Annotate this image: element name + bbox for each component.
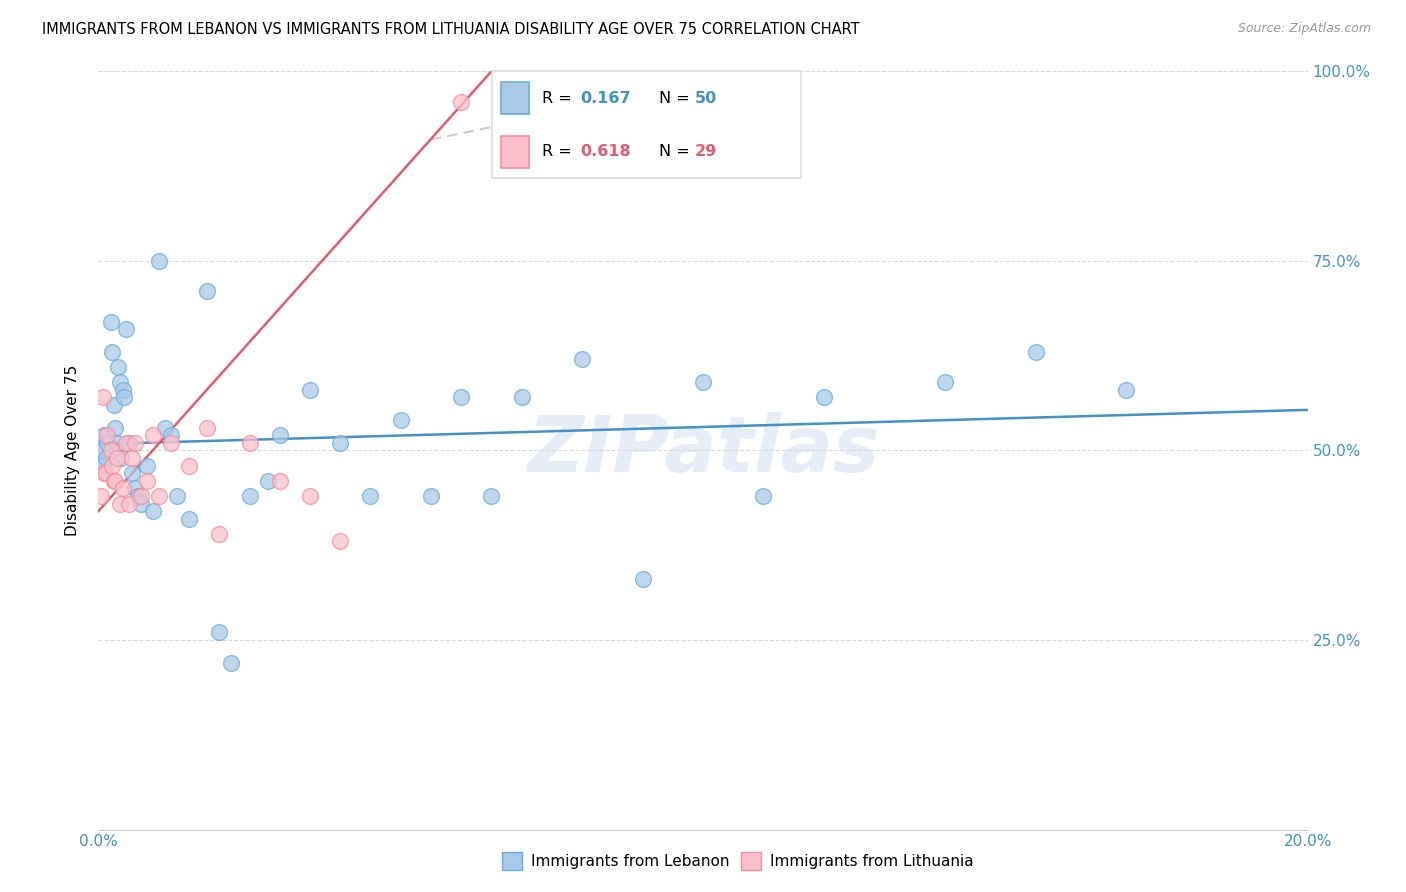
Point [510,391,533,405]
Point [160,436,183,450]
Point [135,474,157,488]
Text: Immigrants from Lebanon: Immigrants from Lebanon [531,855,730,869]
FancyBboxPatch shape [502,82,529,114]
Point [299,383,322,397]
Point [239,489,262,503]
Point [1024,344,1046,359]
Point [153,421,176,435]
Point [105,436,128,450]
Point [221,656,243,670]
Point [103,474,125,488]
Point [111,383,134,397]
Point [90,489,112,503]
Point [114,436,136,450]
Bar [741,853,761,871]
Text: R =: R = [541,91,576,105]
Point [160,428,183,442]
Point [752,489,775,503]
Point [481,489,503,503]
Point [269,428,291,442]
Point [93,466,115,480]
Point [269,474,291,488]
Point [91,391,114,405]
Text: 29: 29 [695,145,717,159]
Point [934,376,956,390]
Point [692,376,714,390]
Point [118,436,141,450]
Point [94,466,117,480]
Point [124,482,146,496]
Point [179,458,201,473]
Point [239,436,262,450]
Point [100,344,122,359]
Point [96,436,118,450]
Point [91,458,114,473]
Text: ZIPatlas: ZIPatlas [527,412,879,489]
Point [813,391,835,405]
FancyBboxPatch shape [492,71,801,178]
Point [329,534,352,549]
Point [450,391,472,405]
Point [90,443,112,458]
Point [420,489,443,503]
Point [148,489,170,503]
Point [96,428,118,442]
Point [108,496,131,510]
Point [121,466,143,480]
Text: 50: 50 [695,91,717,105]
Point [631,573,654,587]
Point [124,436,146,450]
Point [360,489,382,503]
Text: R =: R = [541,145,576,159]
Point [114,322,136,336]
Point [179,512,201,526]
Point [121,451,143,466]
Point [1115,383,1137,397]
Point [104,421,127,435]
Point [142,428,165,442]
Point [129,496,152,510]
Point [329,436,352,450]
Point [118,496,141,510]
Point [256,474,278,488]
Bar [502,853,522,871]
Point [105,451,128,466]
Point [299,489,322,503]
Text: N =: N = [659,91,695,105]
Point [100,315,122,329]
Text: 0.167: 0.167 [581,91,631,105]
Point [107,359,129,375]
FancyBboxPatch shape [502,136,529,168]
Text: Source: ZipAtlas.com: Source: ZipAtlas.com [1237,22,1371,36]
Point [135,458,157,473]
Point [93,428,115,442]
Text: N =: N = [659,145,695,159]
Point [148,253,170,268]
Point [166,489,188,503]
Point [450,95,472,109]
Point [108,376,131,390]
Point [571,352,593,367]
Point [195,285,218,299]
Point [111,482,134,496]
Point [100,458,122,473]
Text: IMMIGRANTS FROM LEBANON VS IMMIGRANTS FROM LITHUANIA DISABILITY AGE OVER 75 CORR: IMMIGRANTS FROM LEBANON VS IMMIGRANTS FR… [42,22,860,37]
Point [195,421,218,435]
Point [208,526,231,541]
Point [112,391,135,405]
Point [127,489,149,503]
Point [94,451,117,466]
Point [110,451,132,466]
Point [100,443,122,458]
Y-axis label: Disability Age Over 75: Disability Age Over 75 [65,365,80,536]
Point [208,625,231,640]
Point [389,413,412,427]
Text: Immigrants from Lithuania: Immigrants from Lithuania [770,855,974,869]
Point [129,489,152,503]
Point [103,398,125,412]
Point [142,504,165,518]
Text: 0.618: 0.618 [581,145,631,159]
Point [104,474,127,488]
